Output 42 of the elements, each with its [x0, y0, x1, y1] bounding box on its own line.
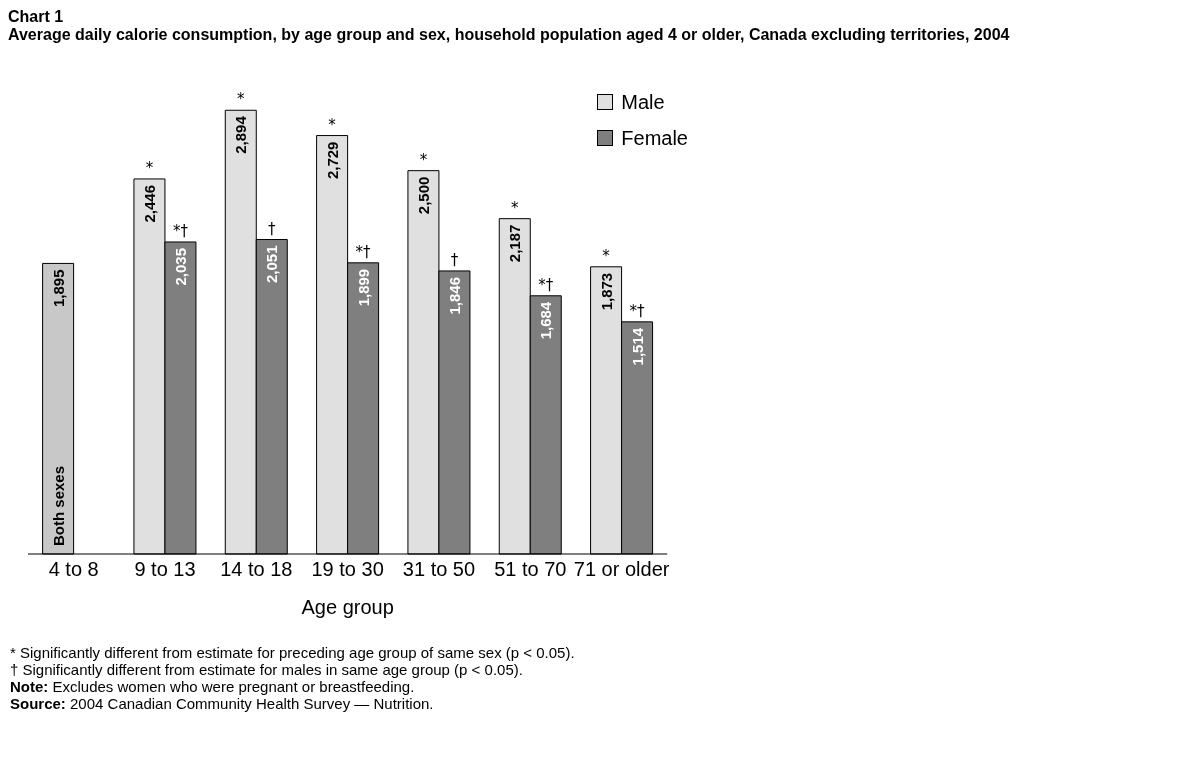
data-label: 2,446 [140, 184, 158, 223]
data-label: 2,729 [323, 141, 341, 180]
data-label: 1,899 [354, 268, 372, 307]
x-tick-label: 19 to 30 [311, 558, 384, 581]
x-tick-label: 4 to 8 [48, 558, 99, 581]
data-label: 1,514 [628, 327, 646, 366]
text: † Significantly different from estimate for males in same age group (p < 0.05). [10, 661, 524, 678]
legend-label: Male [621, 90, 665, 114]
x-tick-label: 71 or older [573, 558, 670, 581]
annotation: * [602, 246, 611, 265]
data-label: 1,846 [445, 276, 463, 315]
annotation: † [268, 219, 277, 238]
data-label: 1,873 [597, 272, 615, 311]
x-tick-label: 31 to 50 [402, 558, 476, 581]
annotation: * [511, 198, 519, 217]
annotation: * [328, 115, 337, 134]
x-tick-label: 14 to 18 [220, 558, 293, 581]
data-label: 1,684 [537, 301, 555, 340]
data-label: 1,895 [49, 269, 67, 307]
chart-subtitle: Average daily calorie consumption, by age group and sex, household population aged 4 or older, Canada excluding territories, 2004 [8, 26, 1011, 44]
x-tick-label: 9 to 13 [134, 558, 196, 581]
legend-label: Female [621, 126, 688, 150]
annotation: * [145, 158, 154, 177]
annotation: * [237, 90, 246, 109]
annotation: † [450, 250, 459, 269]
source-note: Source: 2004 Canadian Community Health Survey — Nutrition. [10, 695, 435, 712]
annotation: *† [172, 221, 189, 240]
text: Note: Excludes women who were pregnant or breastfeeding. [10, 678, 416, 695]
data-label: 2,187 [506, 224, 524, 263]
annotation: *† [355, 242, 372, 261]
annotation: *† [538, 275, 554, 294]
text: * Significantly different from estimate for preceding age group of same sex (p < 0.05). [10, 644, 576, 661]
annotation: * [419, 150, 428, 169]
x-axis-title: Age group [301, 596, 394, 618]
x-tick-label: 51 to 70 [494, 558, 567, 581]
series-label: Both sexes [49, 465, 67, 546]
chart-title: Chart 1 [8, 8, 65, 26]
data-label: 2,035 [171, 247, 189, 286]
data-label: 2,894 [232, 115, 250, 154]
data-label: 2,500 [414, 176, 432, 215]
annotation: *† [629, 301, 646, 320]
data-label: 2,051 [263, 245, 281, 284]
